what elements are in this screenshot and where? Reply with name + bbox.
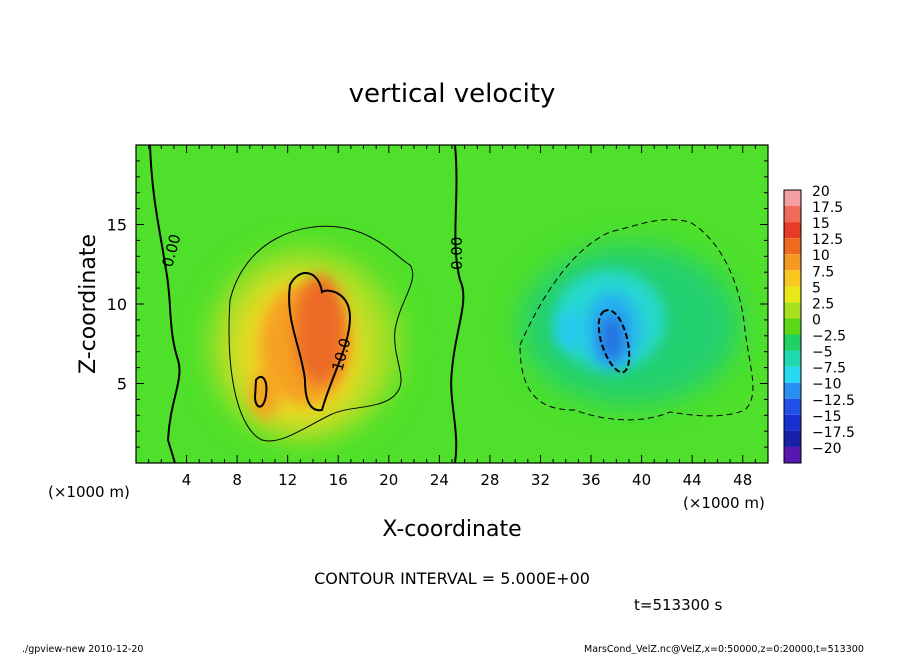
colorbar-swatch <box>784 334 801 351</box>
downdraft-core <box>600 314 624 362</box>
contour-zero-left <box>149 145 181 463</box>
colorbar-label: 12.5 <box>812 232 843 248</box>
colorbar-label: −5 <box>812 345 833 361</box>
colorbar-label: −15 <box>812 409 842 425</box>
x-units-right: (×1000 m) <box>683 494 765 512</box>
colorbar-label: 7.5 <box>812 264 834 280</box>
colorbar-swatch <box>784 206 801 223</box>
x-units-left: (×1000 m) <box>48 483 130 501</box>
colorbar-swatch <box>784 270 801 287</box>
colorbar-swatch <box>784 190 801 207</box>
colorbar: 2017.51512.5107.552.50−2.5−5−7.5−10−12.5… <box>783 184 855 464</box>
contour-label-0-mid: 0.00 <box>448 237 466 270</box>
colorbar-swatch <box>784 350 801 367</box>
updraft-core <box>295 275 345 385</box>
x-tick-label: 40 <box>632 471 651 489</box>
x-tick-label: 36 <box>581 471 600 489</box>
colorbar-label: −10 <box>812 377 842 393</box>
colorbar-swatch <box>784 238 801 255</box>
x-tick-label: 48 <box>733 471 752 489</box>
colorbar-label: 17.5 <box>812 200 843 216</box>
colorbar-swatch <box>784 430 801 447</box>
program-label: ./gpview-new 2010-12-20 <box>22 644 143 654</box>
colorbar-label: −17.5 <box>812 425 855 441</box>
contour-10-left <box>253 375 268 408</box>
colorbar-swatch <box>784 382 801 399</box>
x-tick-label: 20 <box>379 471 398 489</box>
colorbar-label: 10 <box>812 248 830 264</box>
y-tick-label: 15 <box>107 216 127 235</box>
colorbar-swatch <box>784 414 801 431</box>
colorbar-label: −2.5 <box>812 329 846 345</box>
colorbar-label: 15 <box>812 216 830 232</box>
x-tick-label: 12 <box>278 471 297 489</box>
source-label: MarsCond_VelZ.nc@VelZ,x=0:50000,z=0:2000… <box>584 644 864 654</box>
x-axis-label: X-coordinate <box>382 517 521 542</box>
contour-zero-mid <box>450 145 465 463</box>
contour-10 <box>288 272 352 412</box>
y-tick-label: 10 <box>107 295 127 314</box>
x-tick-label: 4 <box>182 471 192 489</box>
x-tick-label: 44 <box>683 471 702 489</box>
y-axis-label: Z-coordinate <box>76 234 101 374</box>
time-label: t=513300 s <box>634 596 722 614</box>
downdraft-side <box>556 310 584 350</box>
x-tick-label: 24 <box>430 471 449 489</box>
x-axis-ticks: 4 8 12 16 20 24 28 32 36 40 44 48 <box>148 145 756 489</box>
colorbar-swatch <box>784 318 801 335</box>
x-tick-label: 8 <box>232 471 242 489</box>
colorbar-label: 5 <box>812 280 821 296</box>
contour-2p5 <box>228 225 414 442</box>
colorbar-label: −20 <box>812 441 842 457</box>
x-tick-label: 16 <box>329 471 348 489</box>
colorbar-swatch <box>784 254 801 271</box>
colorbar-swatch <box>784 286 801 303</box>
y-tick-label: 5 <box>117 375 127 394</box>
contour-neg-core <box>597 309 631 374</box>
colorbar-swatch <box>784 366 801 383</box>
x-tick-label: 28 <box>480 471 499 489</box>
colorbar-swatch <box>784 302 801 319</box>
heatmap-field: 0.00 0.00 10.0 <box>136 145 768 463</box>
y-axis-ticks: 5 10 15 <box>107 160 768 448</box>
contour-neg-outer <box>519 219 754 421</box>
colorbar-frame <box>783 189 802 464</box>
chart-title: vertical velocity <box>349 79 556 109</box>
x-tick-label: 32 <box>531 471 550 489</box>
colorbar-label: 20 <box>812 184 830 200</box>
colorbar-label: 2.5 <box>812 296 834 312</box>
colorbar-label: −7.5 <box>812 361 846 377</box>
colorbar-swatch <box>784 222 801 239</box>
contour-interval: CONTOUR INTERVAL = 5.000E+00 <box>314 569 590 588</box>
colorbar-swatch <box>784 398 801 415</box>
colorbar-label: 0 <box>812 312 821 328</box>
colorbar-swatch <box>784 446 801 463</box>
colorbar-label: −12.5 <box>812 393 855 409</box>
